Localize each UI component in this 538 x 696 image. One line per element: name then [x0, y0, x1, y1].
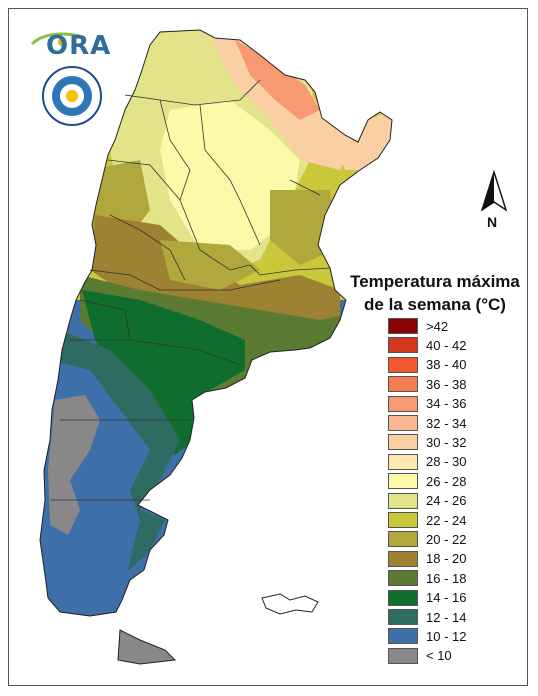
legend-label: 18 - 20 [426, 551, 467, 567]
legend-label: < 10 [426, 648, 452, 664]
legend-swatch [388, 531, 418, 548]
legend-label: 40 - 42 [426, 337, 467, 353]
legend-swatch [388, 589, 418, 606]
legend-label: 14 - 16 [426, 590, 467, 606]
legend-label: 32 - 34 [426, 415, 467, 431]
legend-title-line1: Temperatura máxima [350, 272, 520, 291]
legend-item: 26 - 28 [388, 472, 466, 490]
legend-title: Temperatura máxima de la semana (°C) [340, 270, 530, 316]
legend-label: 12 - 14 [426, 609, 467, 625]
ora-logo-text: ORA [46, 31, 112, 61]
legend-swatch [388, 376, 418, 393]
north-label: N [487, 214, 498, 230]
legend-swatch [388, 356, 418, 373]
legend-item: >42 [388, 317, 448, 335]
legend-swatch [388, 395, 418, 412]
legend-label: 24 - 26 [426, 493, 467, 509]
legend-label: >42 [426, 318, 449, 334]
legend-swatch [388, 434, 418, 451]
legend-item: 38 - 40 [388, 356, 466, 374]
legend-label: 20 - 22 [426, 531, 467, 547]
north-arrow-icon [480, 170, 508, 212]
legend-swatch [388, 647, 418, 664]
legend-item: 20 - 22 [388, 530, 466, 548]
legend-item: 28 - 30 [388, 453, 466, 471]
legend-swatch [388, 415, 418, 431]
legend-swatch [388, 473, 418, 490]
smn-seal-icon [42, 66, 102, 126]
legend-item: 32 - 34 [388, 414, 466, 432]
legend-item: 18 - 20 [388, 550, 466, 568]
legend-swatch [388, 628, 418, 645]
legend-swatch [388, 492, 418, 509]
legend-label: 10 - 12 [426, 628, 467, 644]
legend-item: 16 - 18 [388, 569, 466, 587]
legend-title-line2: de la semana (°C) [364, 295, 506, 314]
legend-item: 14 - 16 [388, 589, 466, 607]
legend-item: 24 - 26 [388, 492, 466, 510]
legend-swatch [388, 337, 418, 354]
legend-item: 36 - 38 [388, 375, 466, 393]
legend-item: 12 - 14 [388, 608, 466, 626]
legend-item: 40 - 42 [388, 336, 466, 354]
legend-swatch [388, 512, 418, 528]
legend-item: 30 - 32 [388, 433, 466, 451]
legend-swatch [388, 609, 418, 625]
legend-label: 26 - 28 [426, 473, 467, 489]
legend-item: 34 - 36 [388, 395, 466, 413]
legend-item: 22 - 24 [388, 511, 466, 529]
legend-swatch [388, 453, 418, 470]
ora-logo-icon [30, 32, 81, 46]
legend-label: 38 - 40 [426, 357, 467, 373]
legend-label: 22 - 24 [426, 512, 467, 528]
legend-label: 28 - 30 [426, 454, 467, 470]
legend-label: 34 - 36 [426, 396, 467, 412]
legend-label: 30 - 32 [426, 434, 467, 450]
legend-item: 10 - 12 [388, 627, 466, 645]
legend-swatch [388, 318, 418, 334]
legend-swatch [388, 570, 418, 587]
legend-swatch [388, 550, 418, 567]
legend-item: < 10 [388, 647, 452, 665]
legend-label: 16 - 18 [426, 570, 467, 586]
legend-label: 36 - 38 [426, 376, 467, 392]
